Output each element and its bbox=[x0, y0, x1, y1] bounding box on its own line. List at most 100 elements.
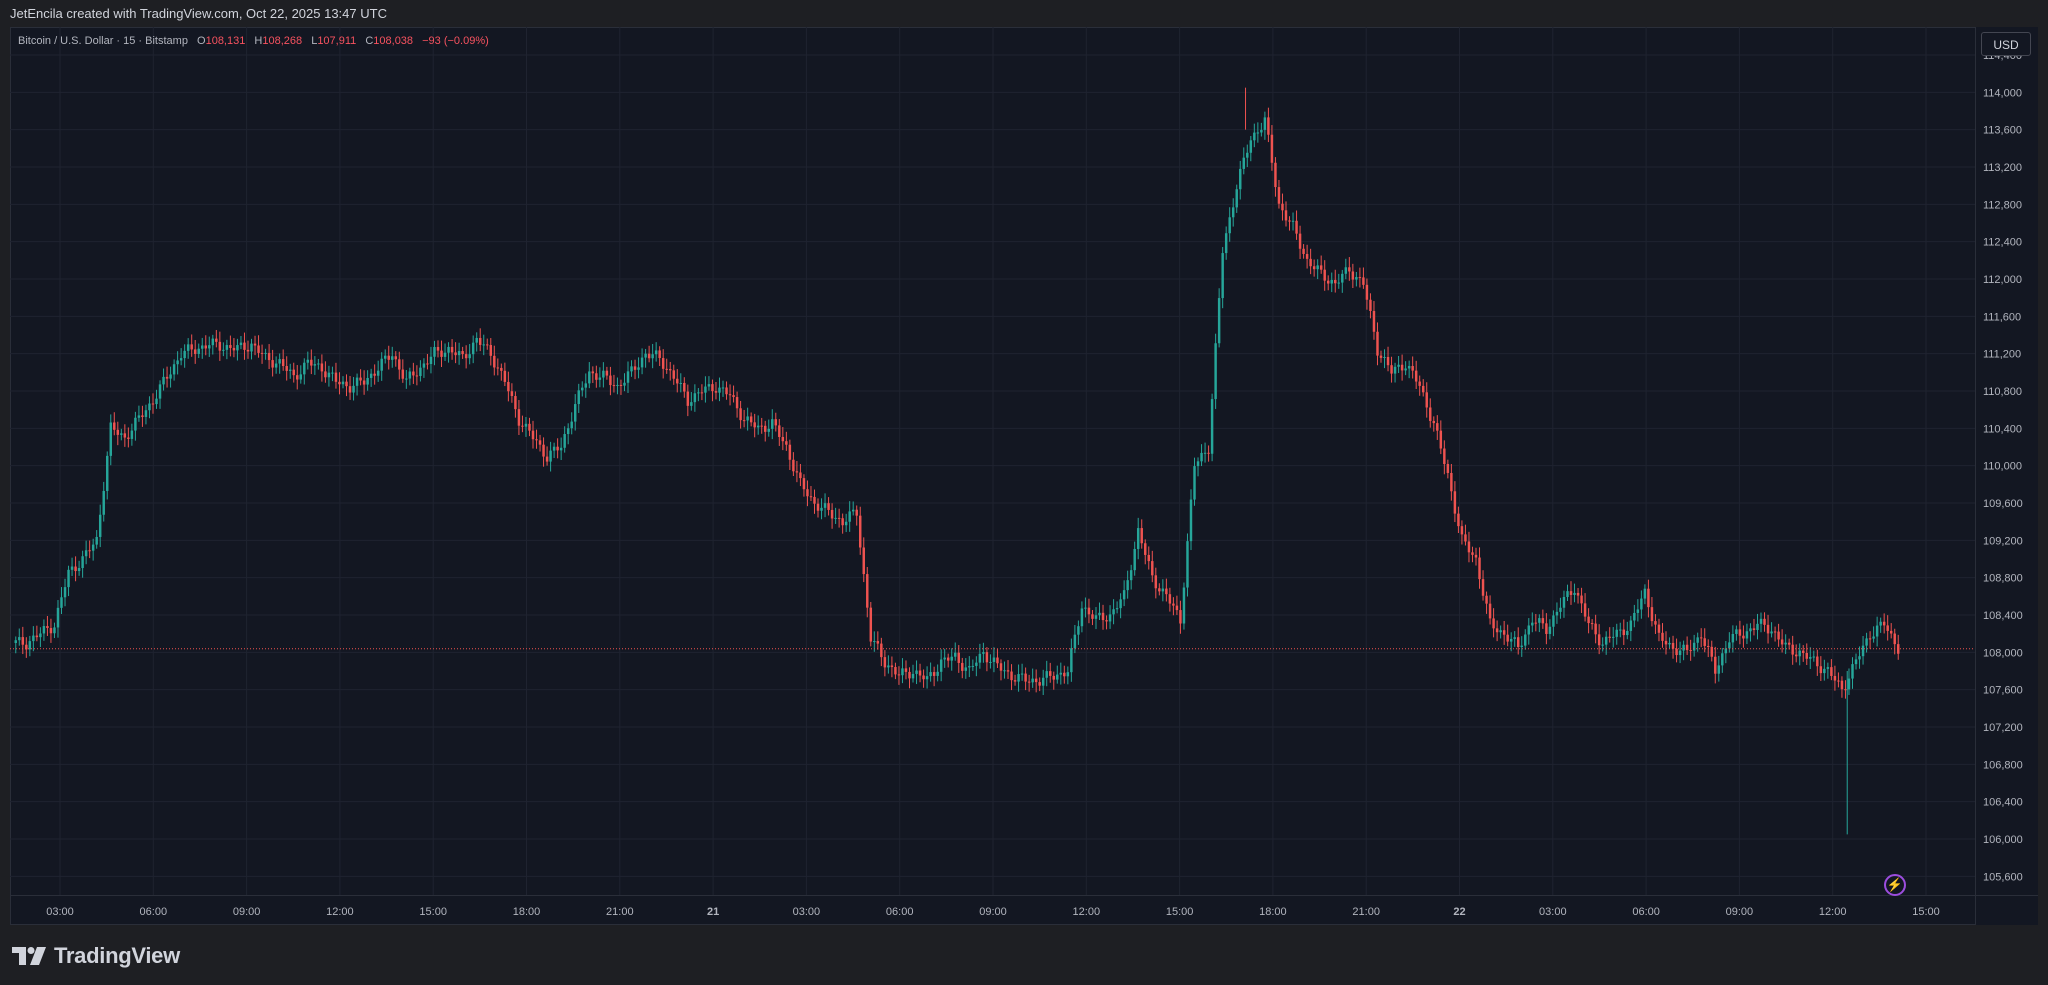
candle-body bbox=[1495, 628, 1499, 633]
candle-body bbox=[1263, 117, 1267, 130]
candle-body bbox=[1228, 217, 1231, 234]
candle-body bbox=[412, 371, 415, 376]
candle-body bbox=[25, 644, 28, 650]
candle-body bbox=[1323, 269, 1326, 281]
candle-body bbox=[1182, 587, 1186, 624]
candle-body bbox=[1601, 644, 1604, 646]
candle-body bbox=[1573, 592, 1576, 595]
candle-body bbox=[317, 363, 320, 365]
candle-body bbox=[165, 376, 169, 379]
candle-body bbox=[1210, 399, 1214, 454]
time-tick-label: 22 bbox=[1453, 906, 1465, 918]
candle-body bbox=[1506, 634, 1509, 642]
price-chart[interactable]: 108,038 105,600 106,000 106,400 106,800 107,… bbox=[10, 27, 2038, 925]
candle-body bbox=[1006, 670, 1010, 672]
candle-body bbox=[1770, 631, 1773, 634]
time-tick-label: 06:00 bbox=[140, 906, 168, 918]
candle-body bbox=[1165, 588, 1168, 595]
candle-body bbox=[1833, 675, 1837, 681]
candle-body bbox=[1049, 671, 1052, 676]
tv-logo-icon bbox=[12, 947, 46, 965]
candle-body bbox=[493, 355, 496, 368]
candle-body bbox=[383, 355, 387, 359]
candle-body bbox=[334, 372, 338, 382]
candle-body bbox=[897, 674, 901, 676]
candle-body bbox=[1897, 644, 1900, 654]
candle-body bbox=[707, 384, 711, 387]
candle-body bbox=[1429, 407, 1432, 421]
candle-body bbox=[644, 353, 647, 358]
candle-body bbox=[721, 387, 725, 389]
candle-body bbox=[862, 547, 865, 575]
candle-body bbox=[369, 373, 373, 378]
candle-body bbox=[1020, 673, 1024, 675]
candle-body bbox=[285, 366, 288, 371]
candle-body bbox=[1305, 253, 1309, 259]
candle-body bbox=[1791, 644, 1794, 655]
chart-pane[interactable] bbox=[10, 27, 2038, 925]
candle-body bbox=[74, 566, 77, 572]
candle-body bbox=[1365, 284, 1369, 300]
candle-body bbox=[1837, 680, 1840, 682]
close-value: 108,038 bbox=[373, 35, 414, 47]
candle-body bbox=[299, 374, 303, 380]
candle-body bbox=[616, 384, 619, 386]
currency-button[interactable]: USD bbox=[1981, 32, 2031, 56]
candle-body bbox=[426, 363, 429, 365]
candle-body bbox=[556, 446, 559, 451]
candle-body bbox=[1140, 528, 1143, 544]
candle-body bbox=[1717, 665, 1721, 674]
candle-body bbox=[310, 359, 313, 366]
candle-body bbox=[1802, 650, 1805, 653]
lightning-icon[interactable]: ⚡ bbox=[1884, 874, 1906, 896]
candle-body bbox=[1242, 157, 1246, 169]
attribution-text: JetEncila created with TradingView.com, … bbox=[10, 6, 387, 21]
candle-body bbox=[257, 345, 260, 353]
candle-body bbox=[211, 338, 215, 346]
candle-body bbox=[922, 675, 925, 680]
change-value: −93 (−0.09%) bbox=[422, 35, 489, 47]
candle-body bbox=[373, 373, 376, 376]
candle-body bbox=[1485, 595, 1488, 604]
price-tick-label: 108,800 bbox=[1983, 573, 2023, 585]
candle-body bbox=[1316, 265, 1319, 270]
candle-body bbox=[144, 410, 148, 417]
candle-body bbox=[56, 607, 60, 628]
candle-body bbox=[1450, 472, 1453, 492]
candle-body bbox=[116, 429, 120, 435]
open-key: O bbox=[197, 35, 206, 47]
candle-body bbox=[331, 372, 334, 374]
candle-body bbox=[1080, 608, 1084, 627]
candle-body bbox=[1668, 642, 1671, 645]
candle-body bbox=[1066, 672, 1070, 677]
candle-body bbox=[925, 676, 929, 680]
candle-body bbox=[848, 511, 851, 522]
time-axis[interactable]: 03:00 06:00 09:00 12:00 15:00 18:00 21:00 21 03:… bbox=[10, 895, 2038, 919]
candle-body bbox=[1675, 648, 1678, 656]
candle-body bbox=[1439, 430, 1443, 449]
candle-body bbox=[1151, 561, 1154, 576]
price-tick-label: 106,400 bbox=[1983, 797, 2023, 809]
candle-body bbox=[1654, 621, 1657, 625]
candle-body bbox=[1738, 629, 1742, 636]
candle-body bbox=[672, 370, 675, 379]
tradingview-logo[interactable]: TradingView bbox=[12, 940, 180, 972]
candle-body bbox=[957, 652, 960, 663]
candle-body bbox=[471, 342, 475, 355]
candle-body bbox=[1101, 612, 1105, 621]
candle-body bbox=[1189, 499, 1193, 542]
candle-body bbox=[53, 627, 56, 634]
candle-body bbox=[204, 345, 207, 349]
candle-body bbox=[1453, 491, 1457, 514]
candle-body bbox=[1886, 625, 1889, 631]
candle-body bbox=[1045, 671, 1048, 678]
candle-body bbox=[1105, 620, 1108, 622]
candle-body bbox=[1647, 588, 1650, 608]
time-tick-label: 12:00 bbox=[326, 906, 354, 918]
price-axis[interactable]: 105,600 106,000 106,400 106,800 107,200 107,6… bbox=[1975, 27, 2038, 925]
candle-body bbox=[1214, 343, 1217, 400]
candle-body bbox=[943, 657, 946, 660]
candle-body bbox=[714, 391, 718, 393]
candle-body bbox=[1196, 461, 1200, 467]
candle-body bbox=[728, 394, 732, 396]
